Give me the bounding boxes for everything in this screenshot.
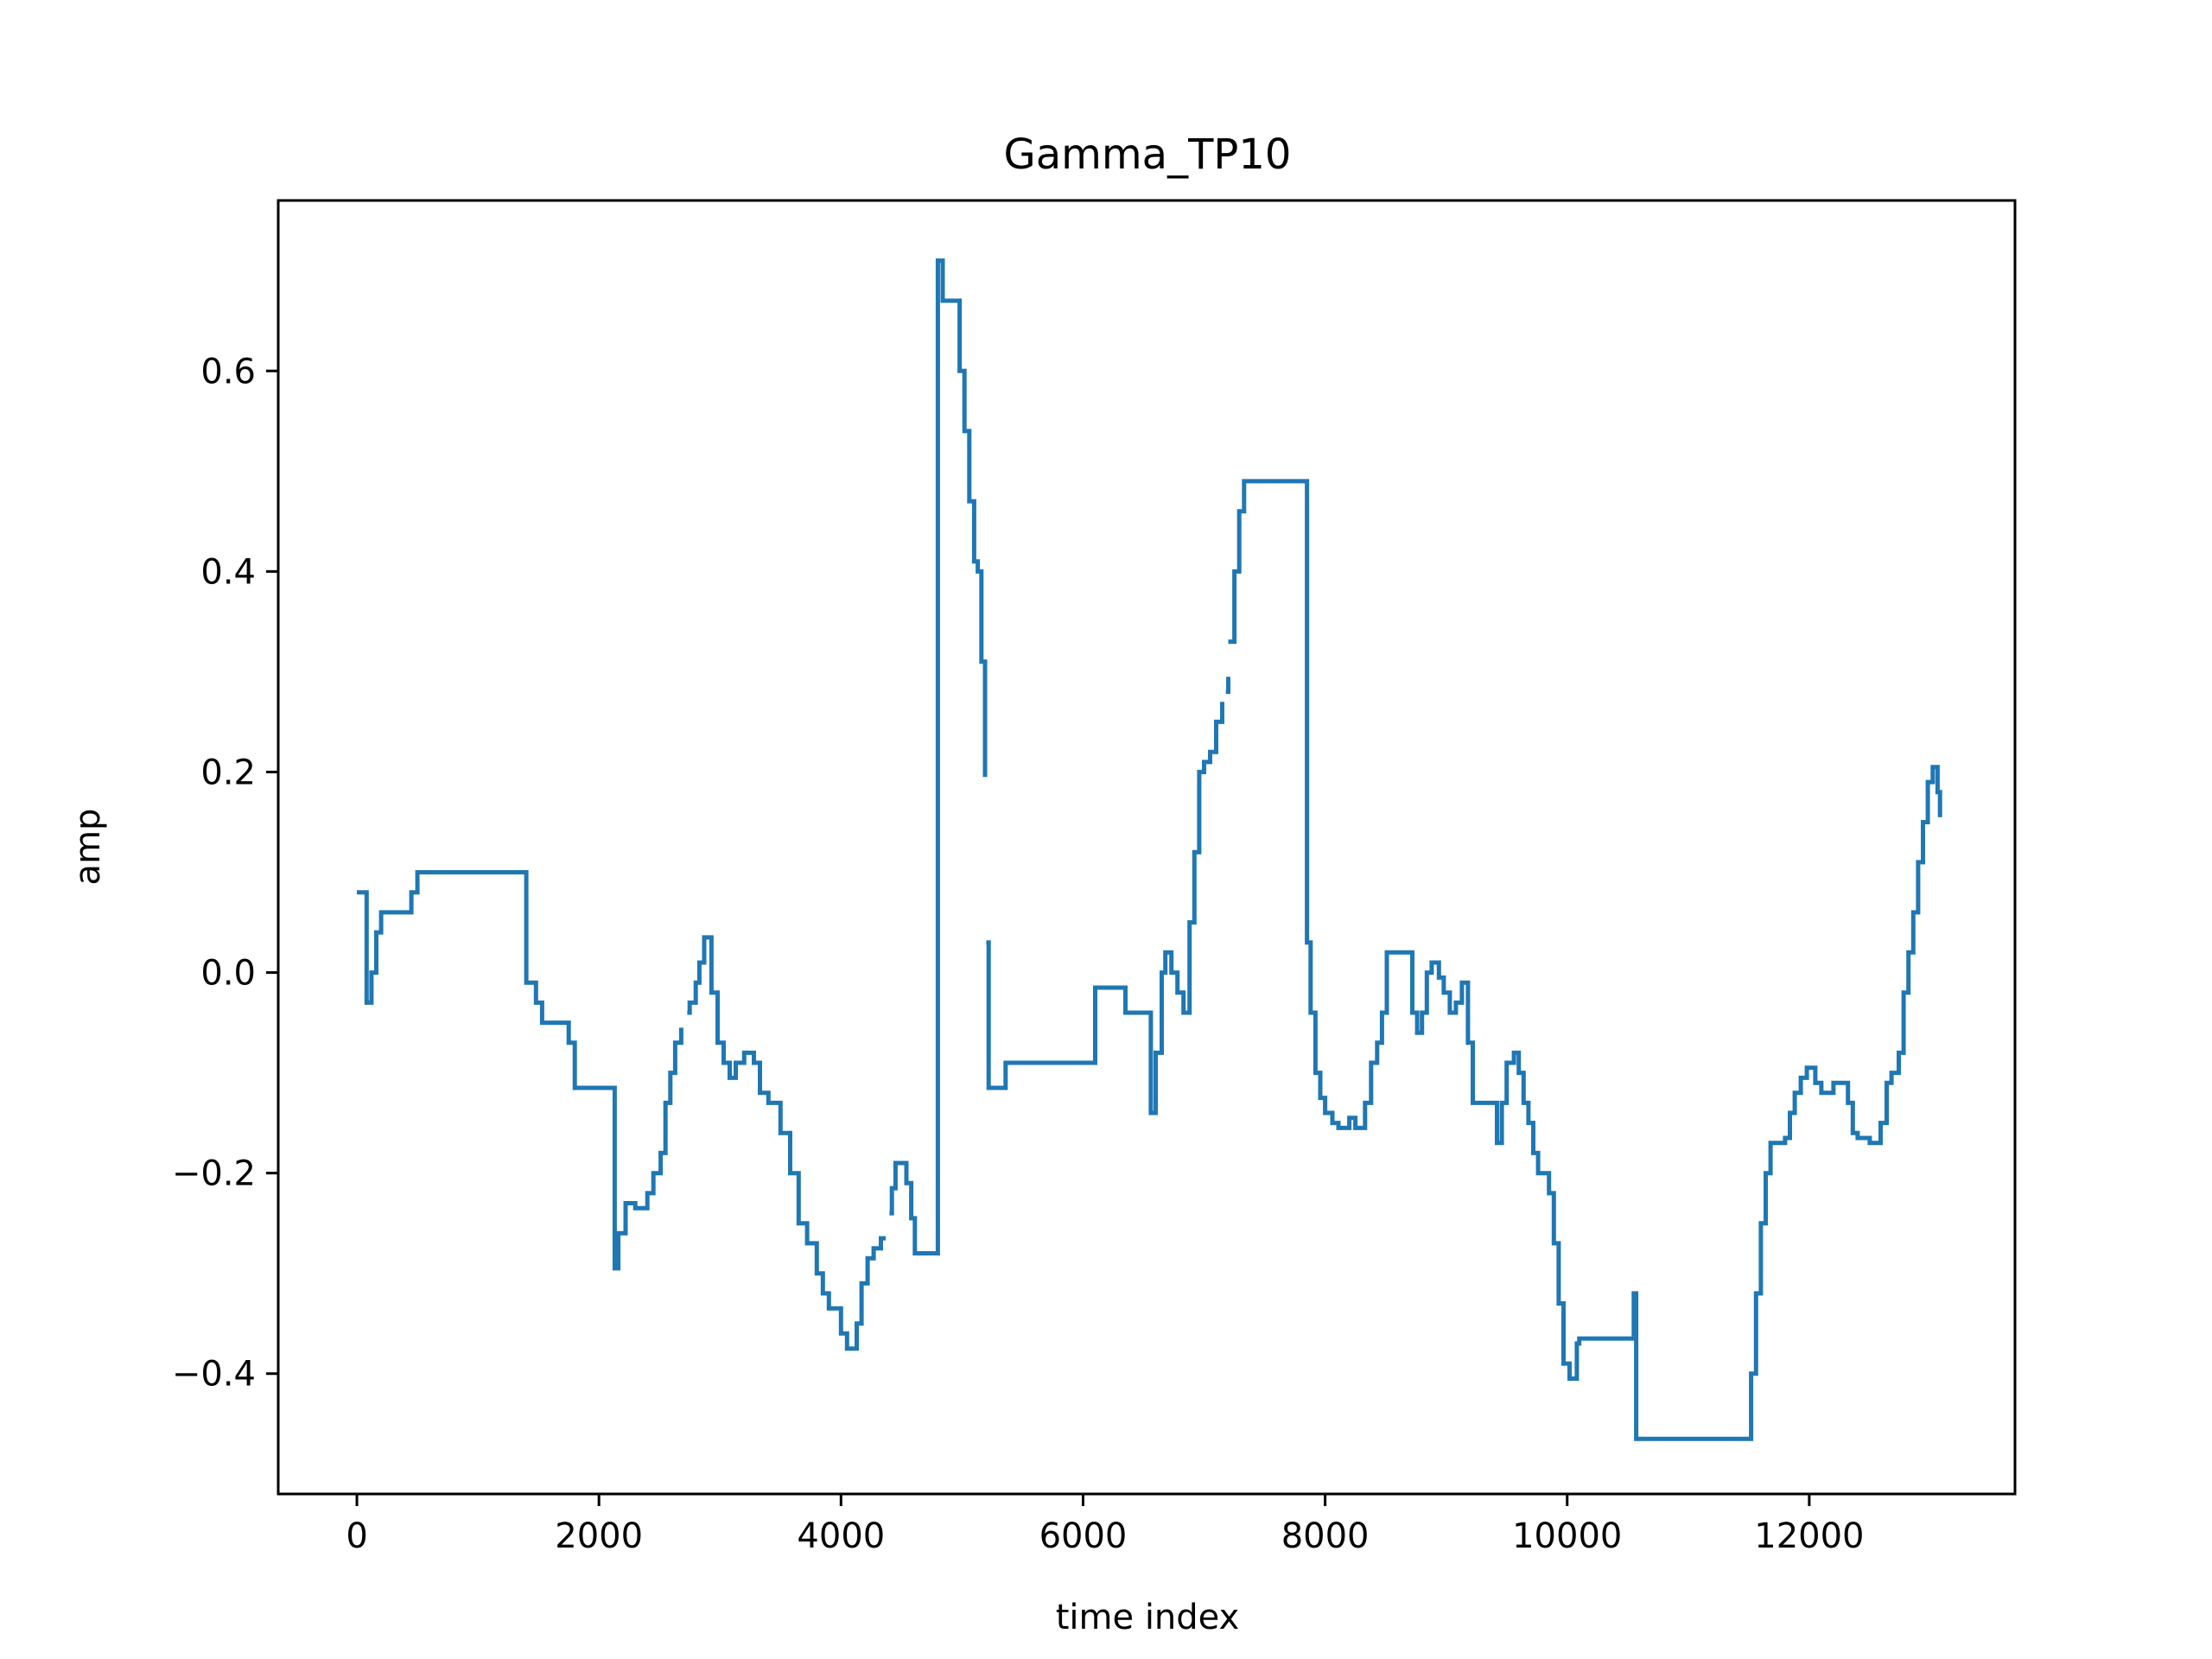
x-tick-label: 10000 (1512, 1516, 1622, 1556)
series-layer (357, 258, 1942, 1441)
y-tick-label: −0.4 (172, 1355, 256, 1395)
plot-frame (276, 199, 2017, 1496)
x-tick-label: 6000 (1039, 1516, 1128, 1556)
x-tick-label: 4000 (797, 1516, 885, 1556)
series-line-segment-0-4 (1225, 677, 1230, 695)
x-tick-label: 8000 (1281, 1516, 1370, 1556)
y-tick-label: 0.0 (200, 954, 256, 994)
y-tick-label: 0.4 (200, 552, 256, 592)
y-tick-label: 0.2 (200, 753, 256, 792)
series-line-segment-0-1 (687, 935, 887, 1351)
series-line-segment-0-2 (889, 258, 988, 1255)
y-tick-label: −0.2 (172, 1154, 256, 1194)
series-line-segment-0-0 (357, 870, 683, 1271)
series-line-segment-0-5 (1228, 479, 1942, 1441)
x-tick-label: 12000 (1754, 1516, 1864, 1556)
x-tick-label: 0 (346, 1516, 367, 1556)
x-tick-label: 2000 (555, 1516, 643, 1556)
x-axis-label: time index (1056, 1598, 1240, 1637)
x-axis-ticks: 0 2000 4000 6000 8000 10000 12000 (346, 1494, 1865, 1556)
series-line-segment-0-3 (986, 702, 1224, 1116)
y-axis-label: amp (68, 809, 108, 886)
chart-title: Gamma_TP10 (1004, 130, 1292, 179)
y-tick-label: 0.6 (200, 352, 256, 391)
y-axis-ticks: −0.4 −0.2 0.0 0.2 0.4 0.6 (172, 352, 278, 1395)
